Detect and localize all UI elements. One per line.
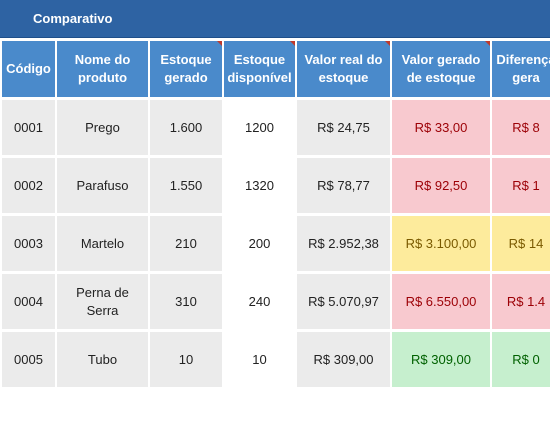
diferenca-cell[interactable]: R$ 8 xyxy=(492,100,550,155)
title-bar: Comparativo xyxy=(0,0,550,38)
codigo-cell[interactable]: 0003 xyxy=(2,216,55,271)
estoque-gerado-cell-text: 1.550 xyxy=(169,177,203,193)
estoque-gerado-cell-text: 310 xyxy=(175,293,197,309)
nome-cell[interactable]: Tubo xyxy=(57,332,148,387)
valor-gerado-cell[interactable]: R$ 309,00 xyxy=(392,332,490,387)
estoque-disponivel-cell[interactable]: 240 xyxy=(224,274,295,329)
estoque-gerado-cell[interactable]: 10 xyxy=(150,332,222,387)
diferenca-cell[interactable]: R$ 1 xyxy=(492,158,550,213)
valor-real-cell[interactable]: R$ 309,00 xyxy=(297,332,390,387)
nome-cell[interactable]: Parafuso xyxy=(57,158,148,213)
diferenca-cell[interactable]: R$ 1.4 xyxy=(492,274,550,329)
codigo-cell-text: 0002 xyxy=(14,177,43,193)
comment-marker-icon xyxy=(217,41,222,46)
estoque-disponivel-cell-text: 240 xyxy=(248,293,271,309)
estoque-gerado-cell[interactable]: 310 xyxy=(150,274,222,329)
estoque-disponivel-cell[interactable]: 1320 xyxy=(224,158,295,213)
valor-gerado-cell-text: R$ 309,00 xyxy=(411,351,471,367)
diferenca-cell-text: R$ 8 xyxy=(512,119,540,135)
header-label: Valor gerado de estoque xyxy=(401,52,481,85)
header-label: Código xyxy=(6,61,51,76)
estoque-disponivel-cell-text: 1320 xyxy=(245,177,274,193)
codigo-cell-text: 0001 xyxy=(14,119,43,135)
diferenca-cell-text: R$ 14 xyxy=(508,235,544,251)
diferenca-cell[interactable]: R$ 14 xyxy=(492,216,550,271)
codigo-cell-text: 0005 xyxy=(14,351,43,367)
comment-marker-icon xyxy=(290,41,295,46)
estoque-gerado-cell[interactable]: 1.600 xyxy=(150,100,222,155)
codigo-cell-text: 0004 xyxy=(14,293,43,309)
header-label: Diferença gera xyxy=(496,52,550,85)
estoque-gerado-cell-text: 210 xyxy=(175,235,197,251)
header-label: Estoque gerado xyxy=(160,52,212,85)
header-col-diferenca[interactable]: Diferença gera xyxy=(492,41,550,97)
nome-cell[interactable]: Perna de Serra xyxy=(57,274,148,329)
header-label: Valor real do estoque xyxy=(304,52,383,85)
header-col-estoque-gerado[interactable]: Estoque gerado xyxy=(150,41,222,97)
codigo-cell[interactable]: 0002 xyxy=(2,158,55,213)
estoque-gerado-cell[interactable]: 1.550 xyxy=(150,158,222,213)
valor-real-cell-text: R$ 24,75 xyxy=(317,119,370,135)
diferenca-cell-text: R$ 0 xyxy=(512,351,540,367)
comment-marker-icon xyxy=(485,41,490,46)
valor-real-cell-text: R$ 5.070,97 xyxy=(308,293,379,309)
valor-real-cell[interactable]: R$ 78,77 xyxy=(297,158,390,213)
codigo-cell-text: 0003 xyxy=(14,235,43,251)
nome-cell-text: Parafuso xyxy=(76,177,129,193)
header-col-codigo[interactable]: Código xyxy=(2,41,55,97)
header-col-nome-produto[interactable]: Nome do produto xyxy=(57,41,148,97)
valor-real-cell[interactable]: R$ 2.952,38 xyxy=(297,216,390,271)
estoque-disponivel-cell[interactable]: 200 xyxy=(224,216,295,271)
estoque-gerado-cell[interactable]: 210 xyxy=(150,216,222,271)
header-label: Nome do produto xyxy=(74,52,131,85)
nome-cell[interactable]: Prego xyxy=(57,100,148,155)
codigo-cell[interactable]: 0004 xyxy=(2,274,55,329)
header-col-valor-real[interactable]: Valor real do estoque xyxy=(297,41,390,97)
header-label: Estoque disponível xyxy=(227,52,292,85)
nome-cell-text: Prego xyxy=(85,119,120,135)
valor-gerado-cell-text: R$ 92,50 xyxy=(414,177,468,193)
codigo-cell[interactable]: 0001 xyxy=(2,100,55,155)
estoque-disponivel-cell-text: 1200 xyxy=(245,119,274,135)
header-col-estoque-disponivel[interactable]: Estoque disponível xyxy=(224,41,295,97)
valor-gerado-cell-text: R$ 6.550,00 xyxy=(405,293,477,309)
valor-real-cell[interactable]: R$ 24,75 xyxy=(297,100,390,155)
estoque-disponivel-cell[interactable]: 1200 xyxy=(224,100,295,155)
valor-real-cell-text: R$ 309,00 xyxy=(313,351,374,367)
nome-cell[interactable]: Martelo xyxy=(57,216,148,271)
valor-gerado-cell[interactable]: R$ 33,00 xyxy=(392,100,490,155)
nome-cell-text: Tubo xyxy=(87,351,118,367)
valor-gerado-cell[interactable]: R$ 6.550,00 xyxy=(392,274,490,329)
valor-gerado-cell-text: R$ 3.100,00 xyxy=(405,235,477,251)
estoque-gerado-cell-text: 1.600 xyxy=(169,119,203,135)
estoque-disponivel-cell-text: 200 xyxy=(248,235,271,251)
valor-real-cell[interactable]: R$ 5.070,97 xyxy=(297,274,390,329)
valor-real-cell-text: R$ 2.952,38 xyxy=(308,235,379,251)
sheet-title: Comparativo xyxy=(33,11,113,26)
estoque-disponivel-cell-text: 10 xyxy=(252,351,267,367)
valor-gerado-cell[interactable]: R$ 3.100,00 xyxy=(392,216,490,271)
codigo-cell[interactable]: 0005 xyxy=(2,332,55,387)
estoque-gerado-cell-text: 10 xyxy=(178,351,194,367)
nome-cell-text: Martelo xyxy=(80,235,125,251)
header-col-valor-gerado[interactable]: Valor gerado de estoque xyxy=(392,41,490,97)
nome-cell-text: Perna de Serra xyxy=(76,284,129,318)
valor-gerado-cell[interactable]: R$ 92,50 xyxy=(392,158,490,213)
comparativo-table: Código Nome do produto Estoque gerado Estoque… xyxy=(0,38,550,398)
valor-gerado-cell-text: R$ 33,00 xyxy=(414,119,468,135)
estoque-disponivel-cell[interactable]: 10 xyxy=(224,332,295,387)
comment-marker-icon xyxy=(385,41,390,46)
diferenca-cell-text: R$ 1 xyxy=(512,177,540,193)
diferenca-cell[interactable]: R$ 0 xyxy=(492,332,550,387)
valor-real-cell-text: R$ 78,77 xyxy=(317,177,370,193)
diferenca-cell-text: R$ 1.4 xyxy=(506,293,546,309)
